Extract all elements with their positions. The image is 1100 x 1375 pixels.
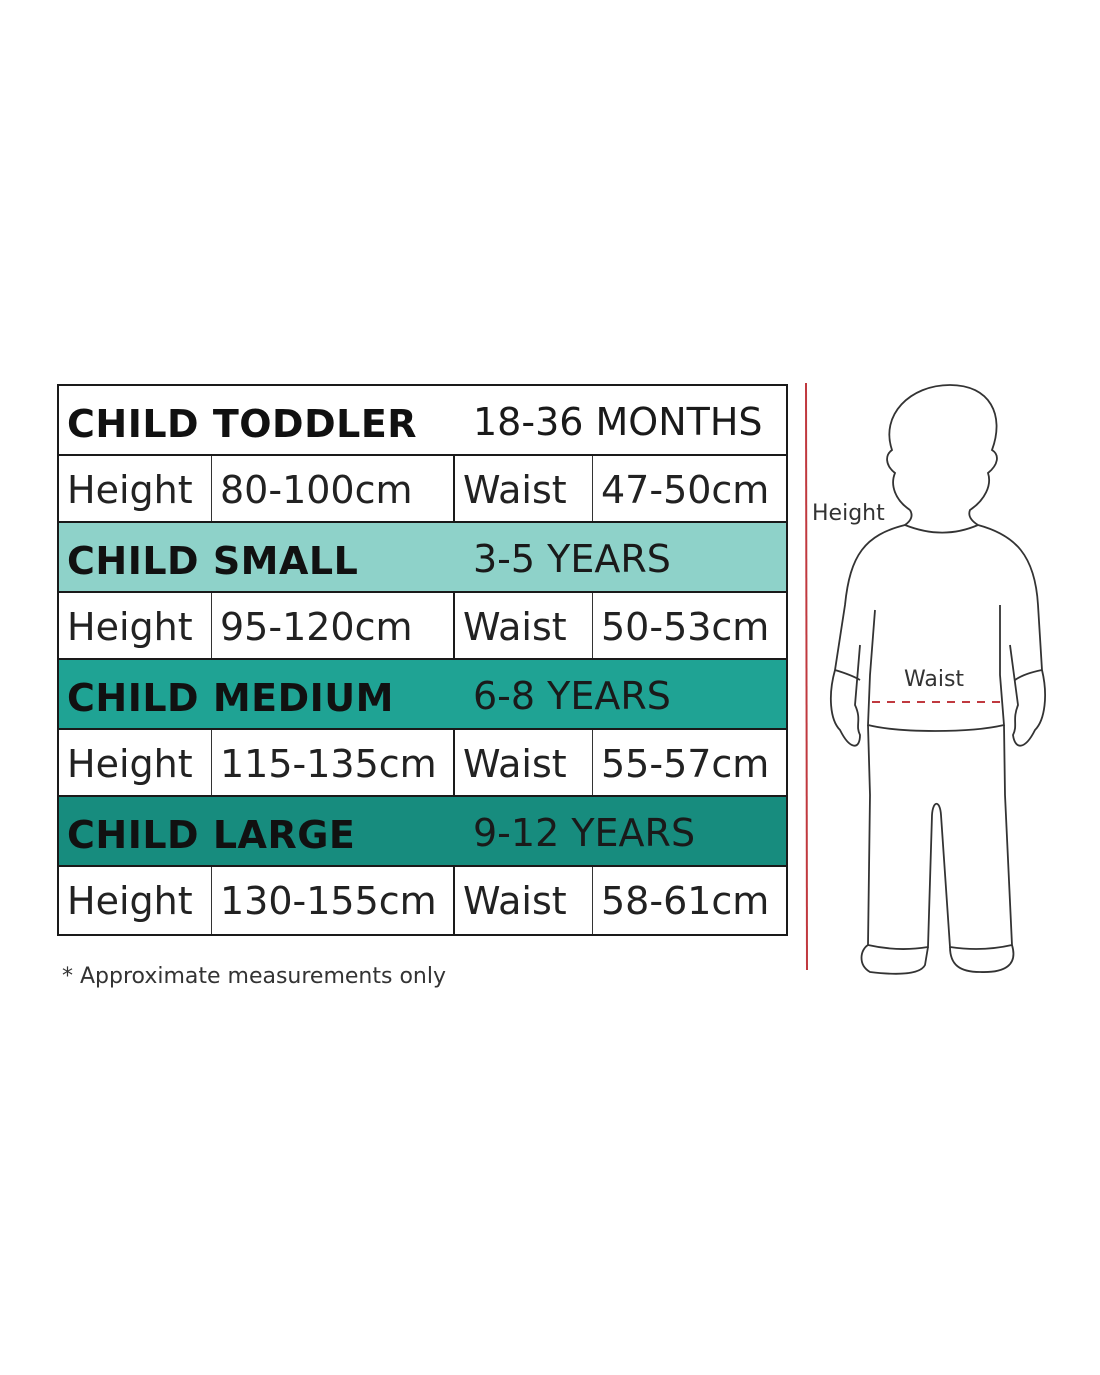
size-age: 6-8 YEARS bbox=[473, 674, 671, 718]
size-header-large: CHILD LARGE 9-12 YEARS bbox=[59, 797, 786, 867]
size-name: CHILD SMALL bbox=[67, 539, 359, 583]
waist-label: Waist bbox=[455, 867, 593, 934]
waist-value: 58-61cm bbox=[601, 879, 770, 923]
height-value: 130-155cm bbox=[212, 867, 455, 934]
height-value: 115-135cm bbox=[212, 730, 455, 795]
size-name: CHILD MEDIUM bbox=[67, 676, 394, 720]
figure-height-label: Height bbox=[812, 501, 885, 526]
height-label: Height bbox=[59, 730, 212, 795]
height-label: Height bbox=[59, 867, 212, 934]
size-header-medium: CHILD MEDIUM 6-8 YEARS bbox=[59, 660, 786, 730]
child-figure-illustration: Height Waist bbox=[805, 382, 1046, 975]
height-label: Height bbox=[59, 593, 212, 658]
size-chart-table: CHILD TODDLER 18-36 MONTHS Height 80-100… bbox=[57, 384, 788, 936]
waist-value: 47-50cm bbox=[601, 468, 770, 512]
size-header-toddler: CHILD TODDLER 18-36 MONTHS bbox=[59, 386, 786, 456]
size-age: 3-5 YEARS bbox=[473, 537, 671, 581]
size-row-small: Height 95-120cm Waist 50-53cm bbox=[59, 593, 786, 660]
size-age: 18-36 MONTHS bbox=[473, 400, 763, 444]
height-value: 80-100cm bbox=[212, 456, 455, 521]
figure-waist-label: Waist bbox=[904, 667, 964, 692]
size-name: CHILD LARGE bbox=[67, 813, 356, 857]
approximate-note: * Approximate measurements only bbox=[62, 964, 446, 989]
child-outline bbox=[830, 384, 1046, 975]
waist-label: Waist bbox=[455, 456, 593, 521]
waist-value: 55-57cm bbox=[601, 742, 770, 786]
height-measure-line bbox=[805, 382, 808, 971]
size-name: CHILD TODDLER bbox=[67, 402, 418, 446]
waist-label: Waist bbox=[455, 593, 593, 658]
size-row-medium: Height 115-135cm Waist 55-57cm bbox=[59, 730, 786, 797]
size-row-large: Height 130-155cm Waist 58-61cm bbox=[59, 867, 786, 934]
size-age: 9-12 YEARS bbox=[473, 811, 696, 855]
height-value: 95-120cm bbox=[212, 593, 455, 658]
waist-label: Waist bbox=[455, 730, 593, 795]
size-row-toddler: Height 80-100cm Waist 47-50cm bbox=[59, 456, 786, 523]
height-label: Height bbox=[59, 456, 212, 521]
size-header-small: CHILD SMALL 3-5 YEARS bbox=[59, 523, 786, 593]
waist-value: 50-53cm bbox=[601, 605, 770, 649]
